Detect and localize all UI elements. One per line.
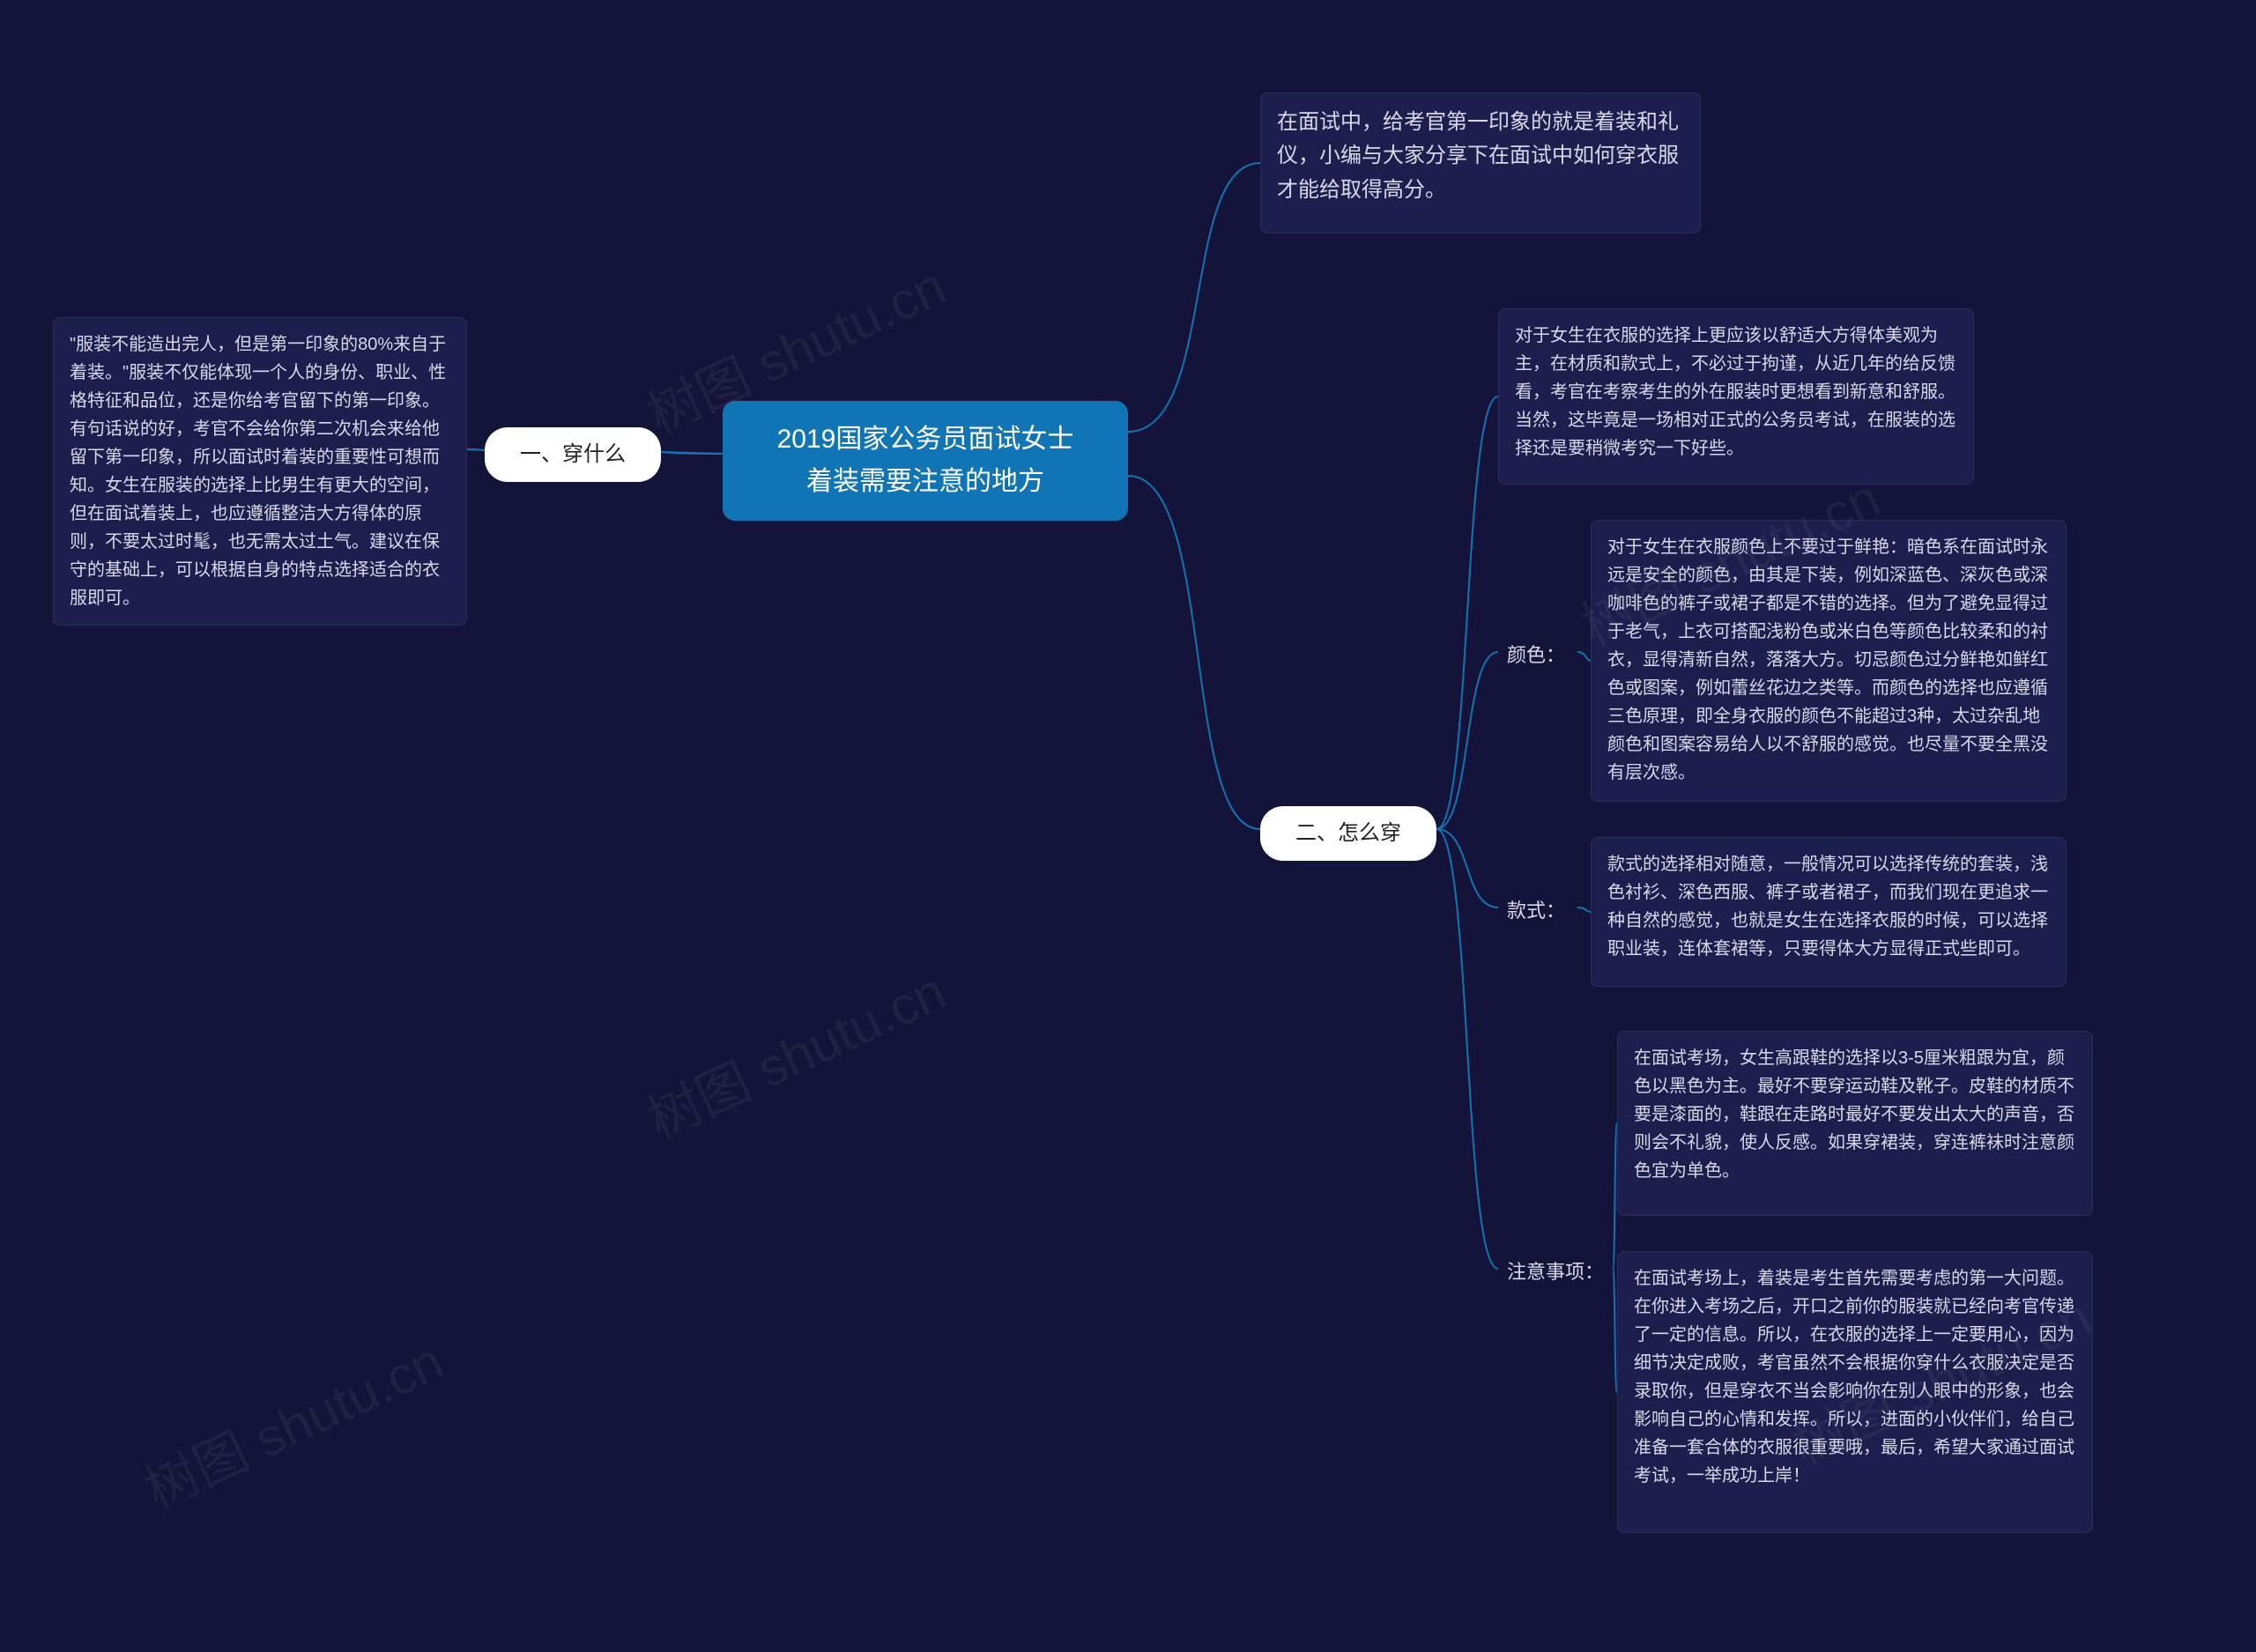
connector [1436,652,1498,829]
connector [467,449,485,450]
label-notes[interactable]: 注意事项： [1498,1251,1613,1293]
connector [1128,476,1260,829]
connector [1436,829,1498,1269]
branch-what-to-wear[interactable]: 一、穿什么 [485,427,661,482]
connector [1577,652,1591,661]
label-color[interactable]: 颜色： [1498,634,1577,676]
leaf-general-advice: 对于女生在衣服的选择上更应该以舒适大方得体美观为主，在材质和款式上，不必过于拘谨… [1498,308,1974,485]
watermark-text: 树图 shutu.cn [634,949,956,1153]
leaf-what-to-wear-desc: "服装不能造出完人，但是第一印象的80%来自于着装。"服装不仅能体现一个人的身份… [53,317,467,626]
leaf-notes-shoes: 在面试考场，女生高跟鞋的选择以3-5厘米粗跟为宜，颜色以黑色为主。最好不要穿运动… [1617,1031,2093,1216]
connector [1128,163,1260,432]
leaf-intro: 在面试中，给考官第一印象的就是着装和礼仪，小编与大家分享下在面试中如何穿衣服才能… [1260,93,1701,233]
branch-how-to-wear[interactable]: 二、怎么穿 [1260,806,1436,861]
label-style[interactable]: 款式： [1498,890,1577,931]
connector [1436,396,1498,829]
connector [1577,907,1591,912]
leaf-style-advice: 款式的选择相对随意，一般情况可以选择传统的套装，浅色衬衫、深色西服、裤子或者裙子… [1591,837,2067,987]
connector [1436,829,1498,907]
leaf-color-advice: 对于女生在衣服颜色上不要过于鲜艳：暗色系在面试时永远是安全的颜色，由其是下装，例… [1591,520,2067,802]
watermark-text: 树图 shutu.cn [131,1319,454,1523]
center-topic[interactable]: 2019国家公务员面试女士着装需要注意的地方 [723,401,1128,521]
leaf-notes-summary: 在面试考场上，着装是考生首先需要考虑的第一大问题。在你进入考场之后，开口之前你的… [1617,1251,2093,1533]
connector [657,450,723,454]
